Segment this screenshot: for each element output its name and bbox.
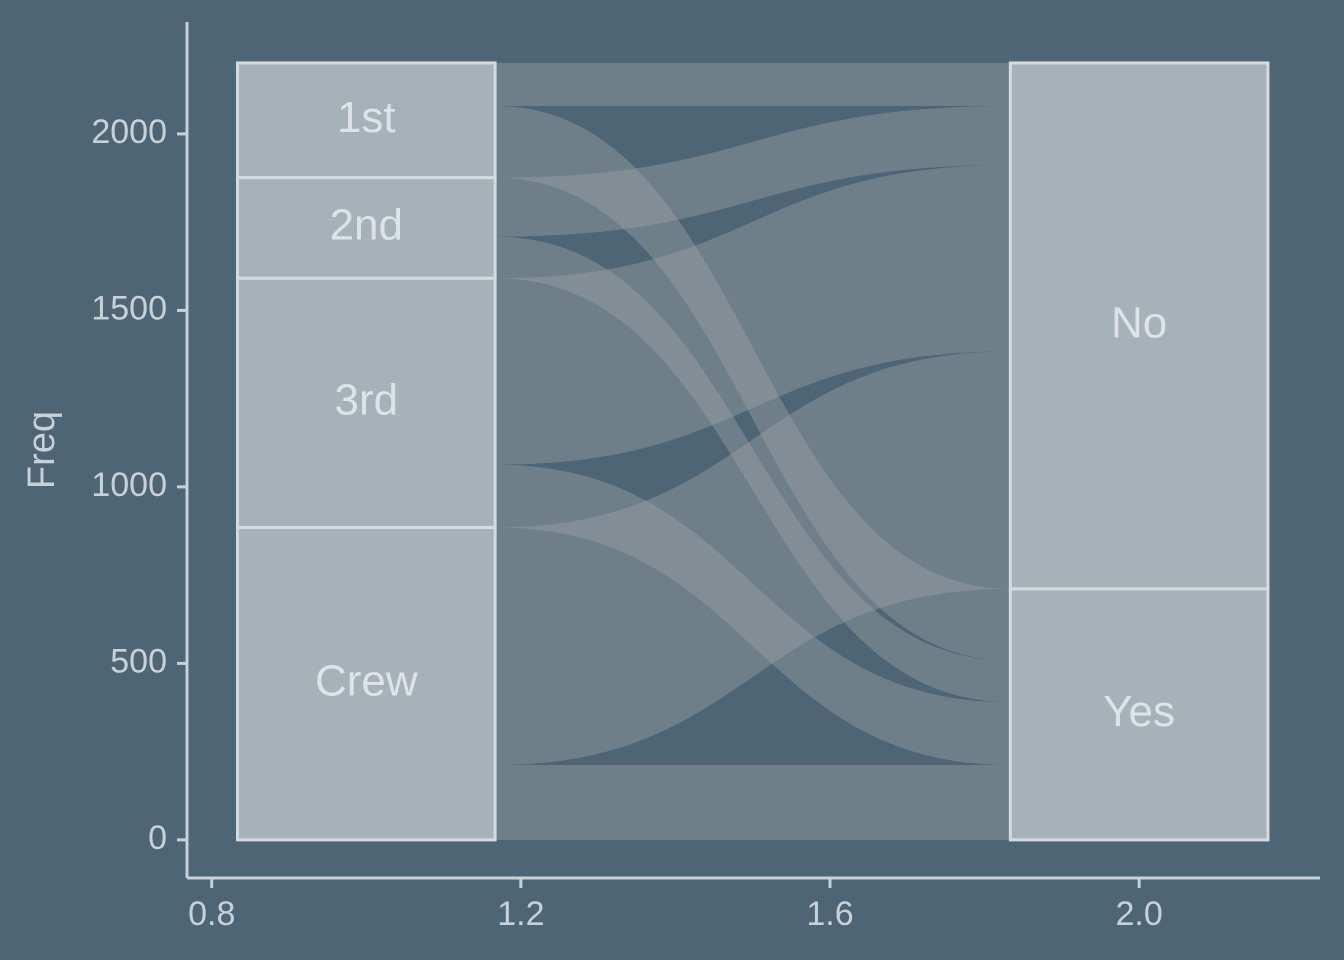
y-tick-label: 0 xyxy=(148,819,167,857)
flow xyxy=(495,351,1011,766)
stratum-label: 2nd xyxy=(330,201,403,250)
flow xyxy=(495,765,1011,840)
stratum-label: 3rd xyxy=(335,376,399,425)
y-tick-label: 1000 xyxy=(91,466,167,504)
stratum xyxy=(1008,587,1270,842)
y-tick-label: 1500 xyxy=(91,289,167,327)
y-axis-label: Freq xyxy=(21,411,63,489)
stratum-label: 1st xyxy=(337,93,396,142)
flow xyxy=(495,106,1011,661)
flow xyxy=(495,464,1011,766)
flow xyxy=(495,62,1011,107)
stratum xyxy=(1008,61,1270,591)
flow xyxy=(495,164,1011,465)
x-tick-label: 0.8 xyxy=(188,895,235,933)
x-tick-label: 1.6 xyxy=(806,895,853,933)
flow xyxy=(495,236,1011,703)
y-tick-label: 2000 xyxy=(91,113,167,151)
stratum-label: No xyxy=(1111,299,1167,348)
stratum xyxy=(235,276,497,529)
stratum-label: Crew xyxy=(315,656,418,705)
x-tick-label: 2.0 xyxy=(1116,895,1163,933)
x-tick-label: 1.2 xyxy=(497,895,544,933)
stratum xyxy=(235,525,497,842)
flow xyxy=(495,106,1011,237)
stratum xyxy=(235,176,497,280)
y-tick-label: 500 xyxy=(110,642,167,680)
stratum-label: Yes xyxy=(1103,687,1175,736)
